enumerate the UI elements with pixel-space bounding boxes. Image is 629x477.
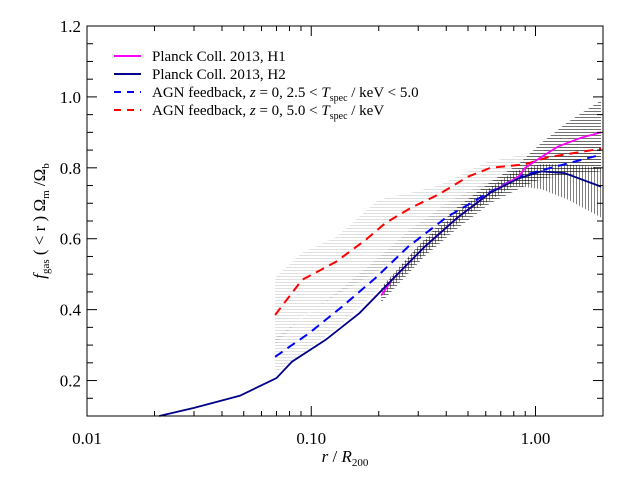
y-tick-label: 0.8 [60, 159, 81, 178]
lines-layer [159, 131, 602, 417]
y-tick-label: 1.0 [60, 88, 81, 107]
axis-ticks: 0.2 0.4 0.6 0.8 1.0 1.2 0.01 0.10 1.00 [60, 17, 604, 448]
y-tick-label: 1.2 [60, 17, 81, 36]
legend-label-2: AGN feedback, z = 0, 2.5 < Tspec / keV <… [152, 85, 419, 104]
x-axis-label: r / R200 [322, 447, 369, 469]
error-band-0 [381, 100, 602, 303]
legend-label-1: Planck Coll. 2013, H2 [152, 67, 286, 83]
bands-layer [275, 100, 602, 374]
series-line-2 [274, 153, 602, 358]
legend-label-3: AGN feedback, z = 0, 5.0 < Tspec / keV [152, 103, 384, 122]
y-tick-label: 0.4 [60, 301, 82, 320]
x-tick-label: 0.01 [72, 429, 102, 448]
x-tick-label: 0.10 [296, 429, 326, 448]
y-tick-label: 0.6 [60, 230, 81, 249]
y-axis-label: fgas ( < r ) Ωm /Ωb [30, 163, 52, 279]
y-tick-label: 0.2 [60, 372, 81, 391]
legend-label-0: Planck Coll. 2013, H1 [152, 49, 286, 65]
series-line-1 [159, 170, 602, 417]
legend: Planck Coll. 2013, H1 Planck Coll. 2013, … [114, 49, 419, 122]
series-line-3 [274, 147, 602, 316]
x-tick-label: 1.00 [521, 429, 551, 448]
